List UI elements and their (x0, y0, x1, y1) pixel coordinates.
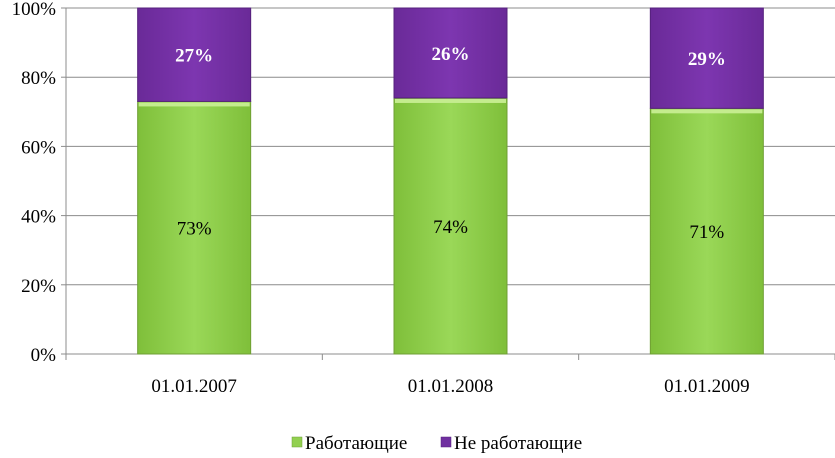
x-tick-label: 01.01.2007 (151, 376, 237, 397)
legend-label-not-working: Не работающие (454, 433, 582, 454)
bar-not-working-2 (393, 7, 508, 99)
y-tick-label: 80% (21, 68, 56, 89)
legend: Работающие Не работающие (291, 433, 582, 454)
data-label: 29% (688, 49, 726, 70)
bar-working-1 (137, 100, 252, 355)
data-label: 73% (177, 219, 212, 240)
data-label: 27% (175, 46, 213, 67)
bar-highlight (395, 98, 506, 103)
data-label: 74% (433, 217, 468, 238)
data-label: 26% (432, 44, 470, 65)
bar-highlight (138, 102, 250, 107)
y-tick-label: 0% (31, 345, 57, 366)
y-tick-label: 60% (21, 137, 56, 158)
data-label: 71% (689, 222, 724, 243)
y-tick-label: 20% (21, 276, 56, 297)
bars (137, 7, 764, 355)
legend-swatch-working (291, 436, 303, 448)
y-tick-label: 100% (12, 0, 57, 20)
bar-not-working-3 (649, 7, 764, 109)
bar-working-3 (649, 107, 764, 355)
x-tick-label: 01.01.2008 (408, 376, 494, 397)
legend-swatch-not-working (440, 436, 452, 448)
data-labels: 73% 27% 74% 26% 71% 29% (175, 44, 726, 243)
y-tick-label: 40% (21, 207, 56, 228)
bar-not-working-1 (137, 7, 252, 102)
bar-working-2 (393, 97, 508, 355)
legend-label-working: Работающие (305, 433, 407, 454)
bar-highlight (651, 109, 763, 114)
x-tick-label: 01.01.2009 (664, 376, 750, 397)
